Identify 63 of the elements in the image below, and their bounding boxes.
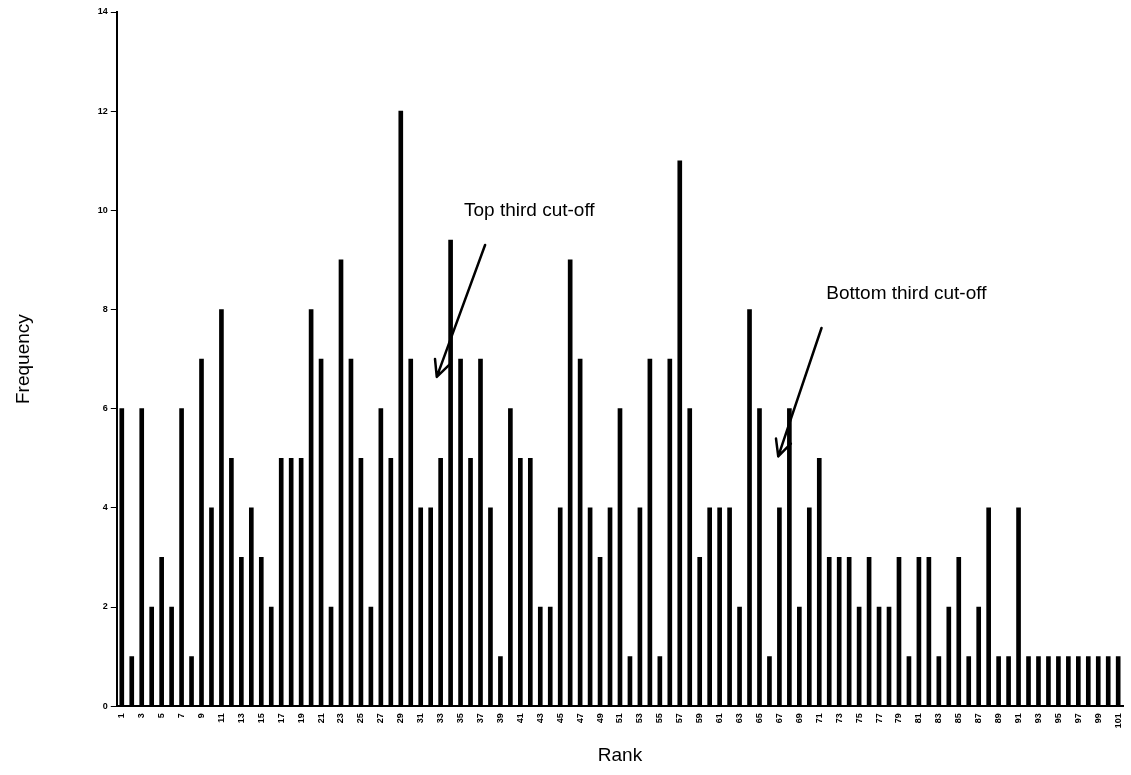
x-tick-label: 67 bbox=[773, 713, 784, 724]
y-tick-label: 6 bbox=[102, 403, 108, 414]
x-tick-label: 55 bbox=[654, 713, 665, 724]
x-tick-label: 63 bbox=[734, 713, 745, 724]
x-tick-label: 73 bbox=[833, 713, 844, 724]
x-tick-label: 93 bbox=[1032, 713, 1043, 724]
x-tick-label: 29 bbox=[395, 713, 406, 724]
x-tick-label: 21 bbox=[315, 713, 326, 724]
x-tick-label: 41 bbox=[514, 713, 525, 724]
y-tick-label: 10 bbox=[97, 204, 108, 215]
x-tick-label: 91 bbox=[1013, 713, 1024, 724]
x-tick-label: 87 bbox=[973, 713, 984, 724]
x-tick-label: 51 bbox=[614, 713, 625, 724]
x-tick-label: 69 bbox=[793, 713, 804, 724]
x-tick-label: 77 bbox=[873, 713, 884, 724]
x-tick-label: 97 bbox=[1072, 713, 1083, 724]
x-tick-label: 89 bbox=[993, 713, 1004, 724]
x-tick-label: 3 bbox=[136, 713, 147, 719]
x-tick-label: 99 bbox=[1092, 713, 1103, 724]
x-tick-label: 9 bbox=[195, 713, 206, 719]
x-tick-label: 95 bbox=[1052, 713, 1063, 724]
x-tick-label: 43 bbox=[534, 713, 545, 724]
x-tick-label: 61 bbox=[714, 713, 725, 724]
x-tick-label: 5 bbox=[156, 713, 167, 719]
annotation: Bottom third cut-off bbox=[826, 282, 988, 304]
x-tick-label: 25 bbox=[355, 713, 366, 724]
y-tick-label: 2 bbox=[102, 601, 108, 612]
y-tick-label: 8 bbox=[102, 303, 108, 314]
x-tick-label: 81 bbox=[913, 713, 924, 724]
x-tick-label: 31 bbox=[415, 713, 426, 724]
x-tick-label: 23 bbox=[335, 713, 346, 724]
x-tick-label: 15 bbox=[255, 713, 266, 724]
x-tick-label: 13 bbox=[235, 713, 246, 724]
x-tick-label: 19 bbox=[295, 713, 306, 724]
y-tick-label: 0 bbox=[102, 700, 108, 711]
y-axis-title: Frequency bbox=[11, 313, 33, 404]
x-tick-label: 53 bbox=[634, 713, 645, 724]
x-tick-label: 65 bbox=[753, 713, 764, 724]
x-tick-label: 39 bbox=[494, 713, 505, 724]
x-tick-label: 83 bbox=[933, 713, 944, 724]
y-tick-label: 12 bbox=[97, 105, 108, 116]
x-tick-label: 57 bbox=[674, 713, 685, 724]
y-tick-label: 4 bbox=[102, 502, 108, 513]
x-tick-label: 75 bbox=[853, 713, 864, 724]
annotation: Top third cut-off bbox=[464, 198, 596, 220]
x-tick-label: 17 bbox=[275, 713, 286, 724]
x-tick-label: 7 bbox=[176, 713, 187, 719]
y-tick-label: 14 bbox=[97, 6, 108, 17]
x-tick-label: 59 bbox=[694, 713, 705, 724]
x-tick-label: 79 bbox=[893, 713, 904, 724]
x-tick-label: 71 bbox=[813, 713, 824, 724]
x-tick-label: 47 bbox=[574, 713, 585, 724]
x-tick-label: 37 bbox=[474, 713, 485, 724]
x-tick-label: 11 bbox=[215, 713, 226, 723]
x-tick-label: 45 bbox=[554, 713, 565, 724]
x-tick-label: 35 bbox=[455, 713, 466, 724]
x-tick-label: 85 bbox=[953, 713, 964, 724]
x-tick-label: 101 bbox=[1112, 713, 1123, 729]
x-tick-label: 1 bbox=[116, 713, 127, 719]
x-tick-label: 33 bbox=[435, 713, 446, 724]
x-tick-label: 27 bbox=[375, 713, 386, 724]
x-tick-label: 49 bbox=[594, 713, 605, 724]
x-axis-title: Rank bbox=[597, 743, 643, 765]
